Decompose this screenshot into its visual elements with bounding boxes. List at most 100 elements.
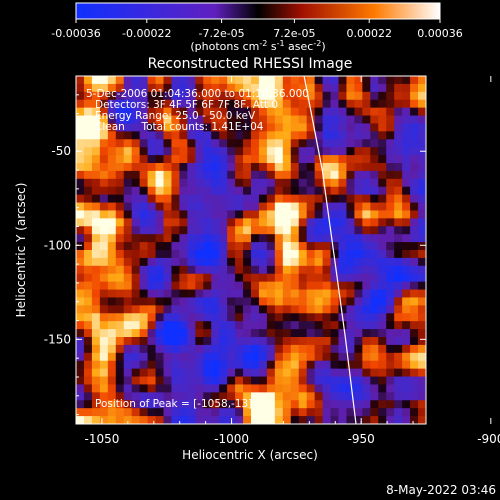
heatmap-cell — [203, 139, 212, 148]
heatmap-cell — [274, 337, 284, 346]
heatmap-cell — [346, 178, 355, 188]
heatmap-cell — [123, 313, 133, 322]
heatmap-cell — [115, 170, 125, 180]
heatmap-cell — [314, 115, 324, 124]
heatmap-cell — [171, 115, 180, 124]
heatmap-cell — [362, 91, 371, 101]
heatmap-cell — [243, 273, 252, 283]
heatmap-cell — [410, 147, 419, 156]
heatmap-cell — [394, 147, 403, 156]
heatmap-cell — [203, 250, 212, 259]
heatmap-cell — [187, 210, 196, 219]
heatmap-cell — [410, 408, 419, 417]
heatmap-cell — [179, 376, 188, 385]
heatmap-cell — [418, 321, 426, 330]
heatmap-cell — [139, 155, 149, 164]
heatmap-cell — [179, 83, 188, 93]
heatmap-cell — [203, 107, 212, 117]
heatmap-cell — [107, 257, 117, 267]
heatmap-cell — [99, 384, 109, 393]
heatmap-cell — [251, 313, 260, 322]
heatmap-cell — [298, 139, 308, 148]
heatmap-cell — [258, 360, 268, 370]
heatmap-cell — [266, 400, 276, 409]
heatmap-cell — [171, 131, 180, 140]
heatmap-cell — [410, 76, 419, 85]
heatmap-cell — [410, 321, 419, 330]
heatmap-cell — [219, 107, 228, 117]
heatmap-cell — [171, 289, 180, 298]
heatmap-cell — [306, 265, 316, 275]
heatmap-cell — [362, 337, 371, 346]
heatmap-cell — [330, 250, 339, 259]
heatmap-cell — [107, 250, 117, 259]
heatmap-cell — [338, 186, 347, 196]
heatmap-cell — [195, 163, 204, 172]
heatmap-cell — [131, 186, 141, 196]
heatmap-cell — [410, 352, 419, 362]
heatmap-cell — [91, 131, 101, 140]
heatmap-cell — [147, 257, 157, 267]
heatmap-cell — [115, 337, 125, 346]
heatmap-cell — [107, 392, 117, 401]
heatmap-cell — [306, 337, 316, 346]
heatmap-cell — [76, 99, 85, 109]
heatmap-cell — [163, 170, 172, 180]
heatmap-cell — [139, 297, 149, 306]
heatmap-cell — [115, 321, 125, 330]
heatmap-cell — [402, 170, 411, 180]
heatmap-cell — [378, 178, 387, 188]
heatmap-cell — [251, 210, 260, 219]
heatmap-cell — [394, 155, 403, 164]
heatmap-cell — [243, 400, 252, 409]
heatmap-cell — [139, 115, 149, 124]
heatmap-cell — [290, 99, 300, 109]
heatmap-cell — [322, 155, 332, 164]
heatmap-cell — [195, 186, 204, 196]
heatmap-cell — [243, 170, 252, 180]
heatmap-cell — [282, 234, 292, 243]
heatmap-cell — [378, 281, 387, 291]
heatmap-cell — [163, 218, 172, 227]
heatmap-cell — [171, 139, 180, 148]
heatmap-cell — [195, 376, 204, 385]
heatmap-cell — [187, 257, 196, 267]
heatmap-cell — [322, 91, 332, 101]
heatmap-cell — [354, 416, 363, 424]
heatmap-cell — [195, 123, 204, 132]
heatmap-cell — [171, 321, 180, 330]
heatmap-cell — [107, 186, 117, 196]
heatmap-cell — [139, 234, 149, 243]
heatmap-cell — [91, 186, 101, 196]
heatmap-cell — [179, 321, 188, 330]
heatmap-cell — [386, 360, 395, 370]
heatmap-cell — [322, 392, 332, 401]
heatmap-cell — [370, 329, 379, 338]
heatmap-cell — [266, 170, 276, 180]
heatmap-cell — [354, 329, 363, 338]
colorbar-tick-label: 0.00022 — [346, 27, 392, 40]
heatmap-cell — [266, 155, 276, 164]
heatmap-cell — [282, 107, 292, 117]
heatmap-cell — [99, 392, 109, 401]
heatmap-cell — [219, 416, 228, 424]
heatmap-cell — [402, 352, 411, 362]
heatmap-cell — [322, 115, 332, 124]
heatmap-cell — [386, 392, 395, 401]
heatmap-cell — [147, 234, 157, 243]
heatmap-cell — [107, 297, 117, 306]
heatmap-cell — [251, 91, 260, 101]
heatmap-cell — [410, 273, 419, 283]
heatmap-cell — [418, 265, 426, 275]
heatmap-cell — [76, 131, 85, 140]
heatmap-cell — [370, 226, 379, 235]
heatmap-cell — [402, 368, 411, 378]
heatmap-cell — [235, 91, 244, 101]
heatmap-cell — [394, 91, 403, 101]
heatmap-cell — [235, 218, 244, 227]
heatmap-cell — [338, 400, 347, 409]
heatmap-cell — [338, 297, 347, 306]
heatmap-cell — [99, 408, 109, 417]
heatmap-cell — [306, 242, 316, 251]
heatmap-cell — [187, 305, 196, 314]
